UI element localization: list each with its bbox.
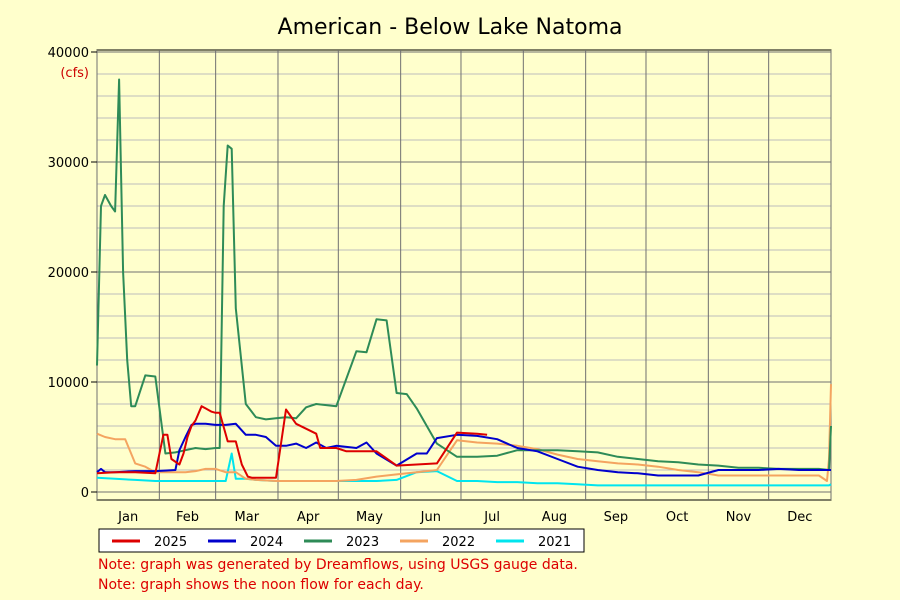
x-tick-label: Dec (787, 510, 812, 525)
x-tick-label: May (356, 510, 383, 525)
x-tick-label: Mar (235, 510, 260, 525)
series-line-2022 (96, 384, 832, 482)
y-tick-label: 30000 (48, 156, 89, 171)
x-tick-label: Aug (542, 510, 567, 525)
x-axis: Jan Feb Mar Apr May Jun Jul Aug Sep Oct Nov Dec (117, 510, 812, 525)
x-tick-label: Jul (483, 510, 500, 525)
series-line-2023 (96, 78, 832, 471)
x-tick-label: Jan (117, 510, 138, 525)
x-tick-label: Sep (604, 510, 629, 525)
x-tick-label: Apr (297, 510, 320, 525)
legend-label-2022: 2022 (442, 535, 475, 550)
y-axis-unit: (cfs) (60, 66, 89, 81)
series-lines (96, 78, 832, 487)
legend-label-2025: 2025 (154, 535, 187, 550)
legend (98, 528, 585, 553)
series-line-2025 (96, 405, 488, 479)
y-axis: 0 10000 20000 30000 40000 (48, 46, 97, 501)
series-line-2021 (96, 452, 832, 487)
y-tick-label: 10000 (48, 376, 89, 391)
y-tick-label: 0 (81, 486, 89, 501)
legend-items: 2025 2024 2023 2022 2021 (112, 535, 571, 550)
note-source: Note: graph was generated by Dreamflows,… (98, 557, 578, 573)
y-tick-label: 20000 (48, 266, 89, 281)
chart-title: American - Below Lake Natoma (278, 15, 623, 40)
x-tick-label: Feb (176, 510, 199, 525)
legend-label-2024: 2024 (250, 535, 283, 550)
legend-label-2023: 2023 (346, 535, 379, 550)
note-noon-flow: Note: graph shows the noon flow for each… (98, 577, 424, 593)
legend-label-2021: 2021 (538, 535, 571, 550)
x-tick-label: Nov (726, 510, 752, 525)
x-tick-label: Oct (666, 510, 688, 525)
grid (96, 50, 832, 500)
y-tick-label: 40000 (48, 46, 89, 61)
x-tick-label: Jun (420, 510, 441, 525)
